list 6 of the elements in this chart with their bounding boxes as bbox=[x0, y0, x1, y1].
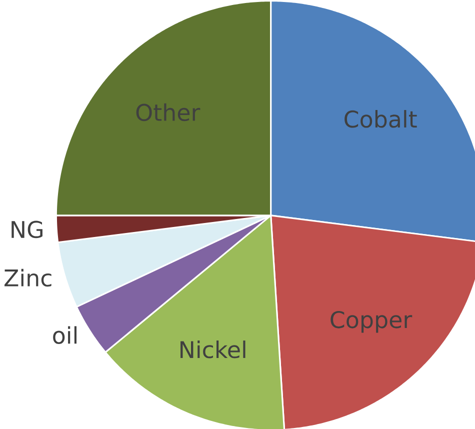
slice-label: Cobalt bbox=[344, 110, 417, 128]
slice-label: Copper bbox=[330, 310, 412, 333]
slice-label: Nickel bbox=[180, 340, 246, 358]
slice-label: Zinc bbox=[4, 268, 52, 287]
slice-label: oil bbox=[53, 326, 76, 344]
slice-label: NG bbox=[12, 220, 42, 238]
